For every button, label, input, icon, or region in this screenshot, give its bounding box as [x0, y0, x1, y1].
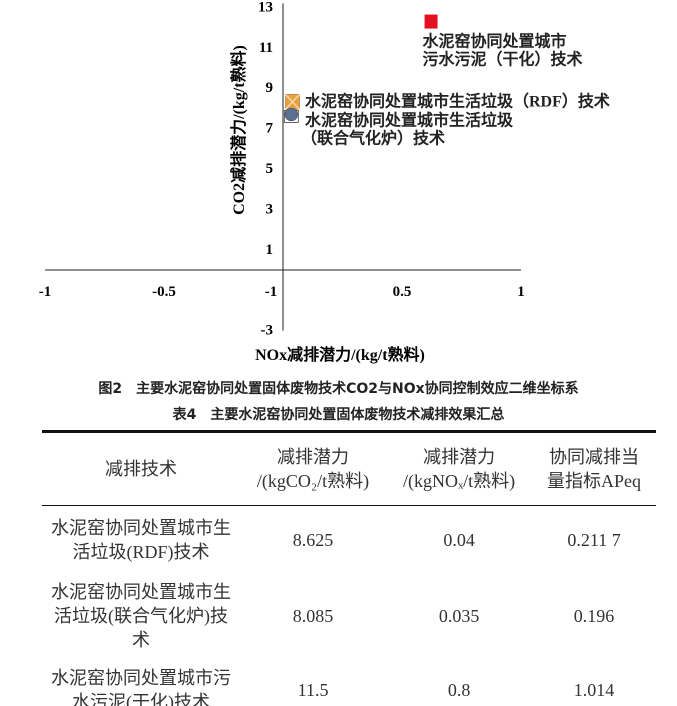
data-point-label: 污水污泥（干化）技术 [423, 50, 583, 69]
header-co2: 减排潜力/(kgCO₂/t熟料) [256, 447, 370, 491]
data-point-label: 水泥窑协同处置城市 [423, 32, 567, 51]
header-nox: 减排潜力/(kgNOₓ/t熟料) [402, 447, 516, 491]
y-tick-label: 5 [266, 161, 274, 177]
y-tick-label: 1 [266, 242, 274, 258]
data-point-x-mark [284, 93, 301, 110]
cell-co2: 11.5 [297, 679, 329, 700]
data-point-label: 水泥窑协同处置城市生活垃圾 [305, 110, 514, 129]
figure-caption: 图2 主要水泥窑协同处置固体废物技术CO2与NOx协同控制效应二维坐标系 [98, 381, 579, 397]
cell-nox: 0.04 [443, 529, 475, 550]
summary-table: 减排技术 减排潜力/(kgCO₂/t熟料) 减排潜力/(kgNOₓ/t熟料) 协… [42, 430, 656, 706]
data-point-label: 水泥窑协同处置城市生活垃圾（RDF）技术 [305, 91, 610, 110]
scatter-chart: -1 -0.5 -1 0.5 1 13 11 9 7 5 3 1 -3 水泥窑协同处置城市污水污泥（干化… [39, 0, 610, 364]
cell-ap: 1.014 [573, 679, 615, 700]
y-tick-label: 7 [266, 121, 274, 137]
cell-co2: 8.085 [292, 605, 334, 626]
cell-nox: 0.8 [447, 679, 471, 700]
table-caption: 表4 主要水泥窑协同处置固体废物技术减排效果汇总 [172, 407, 505, 423]
table-row: 水泥窑协同处置城市生活垃圾(联合气化炉)技术 8.085 0.035 0.196 [42, 574, 656, 658]
x-tick-label: 1 [517, 284, 525, 300]
table-row: 水泥窑协同处置城市污水污泥(干化)技术 11.5 0.8 1.014 [42, 658, 656, 706]
cell-ap: 0.196 [573, 605, 615, 626]
x-tick-label: -0.5 [152, 284, 176, 300]
y-tick-label: 13 [258, 0, 273, 15]
data-point-label: （联合气化炉）技术 [301, 128, 445, 147]
header-ap: 协同减排当 量指标APeq [547, 447, 642, 491]
data-point-circle [284, 107, 299, 122]
table-row: 水泥窑协同处置城市生活垃圾(RDF)技术 8.625 0.04 0.211 7 [42, 506, 656, 574]
y-tick-label: 9 [266, 80, 274, 96]
y-tick-label: 11 [259, 40, 273, 56]
cell-tech: 水泥窑协同处置城市污水污泥(干化)技术 [51, 667, 231, 706]
x-tick-label: -1 [39, 284, 52, 300]
y-tick-label: -3 [261, 323, 274, 339]
header-tech: 减排技术 [105, 459, 177, 479]
y-axis-label: CO2减排潜力/(kg/t熟料) [229, 45, 248, 215]
cell-tech: 水泥窑协同处置城市生活垃圾(RDF)技术 [51, 517, 231, 562]
x-axis-label: NOx减排潜力/(kg/t熟料) [255, 345, 425, 364]
y-tick-label: 3 [266, 201, 274, 217]
cell-ap: 0.211 7 [567, 529, 621, 550]
cell-nox: 0.035 [438, 605, 480, 626]
cell-co2: 8.625 [292, 529, 334, 550]
table-header-row: 减排技术 减排潜力/(kgCO₂/t熟料) 减排潜力/(kgNOₓ/t熟料) 协… [42, 431, 656, 506]
cell-tech: 水泥窑协同处置城市生活垃圾(联合气化炉)技术 [51, 581, 231, 650]
x-tick-label: 0.5 [393, 284, 412, 300]
x-tick-label: -1 [265, 284, 278, 300]
data-point-square [424, 14, 438, 29]
